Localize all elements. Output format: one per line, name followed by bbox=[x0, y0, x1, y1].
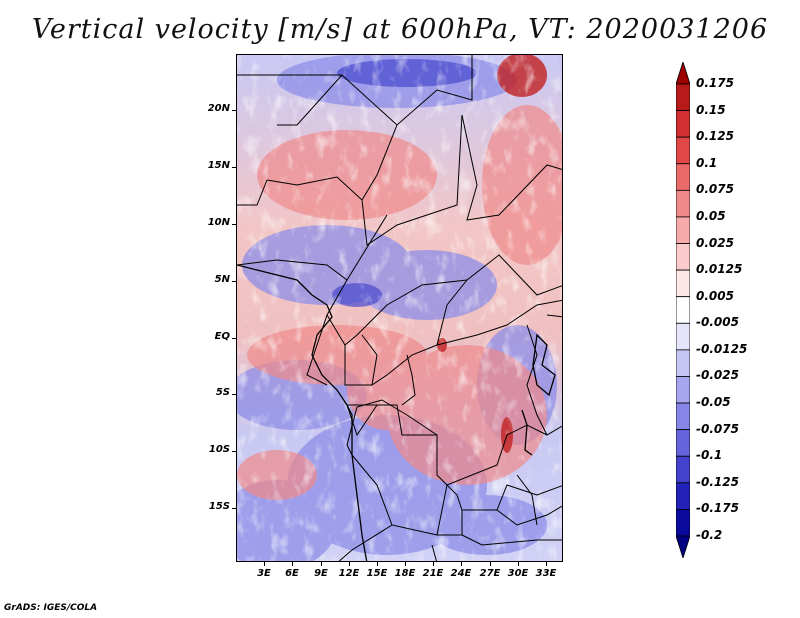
lat-tick bbox=[232, 167, 236, 168]
lat-label: 10N bbox=[207, 217, 230, 228]
colorbar-label: -0.075 bbox=[696, 421, 739, 436]
lon-label: 9E bbox=[314, 568, 328, 579]
colorbar-segment bbox=[676, 136, 690, 165]
lon-label: 12E bbox=[338, 568, 360, 579]
colorbar-segment bbox=[676, 62, 690, 85]
lon-label: 6E bbox=[285, 568, 299, 579]
lon-tick bbox=[518, 562, 519, 566]
lat-tick bbox=[232, 508, 236, 509]
colorbar-segment bbox=[676, 163, 690, 191]
colorbar-label: -0.05 bbox=[696, 395, 731, 410]
colorbar bbox=[676, 62, 690, 558]
lon-tick bbox=[321, 562, 322, 566]
lon-label: 3E bbox=[257, 568, 271, 579]
colorbar-label: 0.15 bbox=[696, 102, 726, 117]
lat-tick bbox=[232, 281, 236, 282]
lat-label: EQ bbox=[214, 331, 230, 342]
colorbar-label: 0.005 bbox=[696, 288, 734, 303]
colorbar-label: 0.0125 bbox=[696, 262, 743, 277]
colorbar-label: -0.0125 bbox=[696, 341, 748, 356]
lon-tick bbox=[292, 562, 293, 566]
country-borders bbox=[237, 55, 562, 561]
colorbar-segment bbox=[676, 376, 690, 404]
lon-label: 33E bbox=[535, 568, 557, 579]
field-texture bbox=[237, 55, 562, 561]
lon-label: 30E bbox=[507, 568, 529, 579]
colorbar-label: -0.025 bbox=[696, 368, 739, 383]
colorbar-segment bbox=[676, 535, 690, 558]
colorbar-segment bbox=[676, 110, 690, 138]
lat-tick bbox=[232, 394, 236, 395]
colorbar-segment bbox=[676, 482, 690, 510]
lat-tick bbox=[232, 110, 236, 111]
colorbar-segment bbox=[676, 349, 690, 377]
lat-tick bbox=[232, 224, 236, 225]
colorbar-label: -0.125 bbox=[696, 474, 739, 489]
lon-tick bbox=[433, 562, 434, 566]
colorbar-label: -0.175 bbox=[696, 501, 739, 516]
colorbar-segment bbox=[676, 216, 690, 244]
lat-label: 15S bbox=[208, 501, 230, 512]
colorbar-label: -0.005 bbox=[696, 315, 739, 330]
colorbar-segment bbox=[676, 189, 690, 218]
colorbar-label: 0.1 bbox=[696, 155, 718, 170]
lat-label: 5S bbox=[215, 387, 230, 398]
colorbar-segment bbox=[676, 509, 690, 537]
lon-tick bbox=[405, 562, 406, 566]
colorbar-label: -0.1 bbox=[696, 448, 723, 463]
chart-title: Vertical velocity [m/s] at 600hPa, VT: 2… bbox=[31, 14, 769, 45]
colorbar-segment bbox=[676, 83, 690, 111]
lon-tick bbox=[461, 562, 462, 566]
lat-tick bbox=[232, 451, 236, 452]
colorbar-label: -0.2 bbox=[696, 528, 723, 542]
colorbar-segment bbox=[676, 402, 690, 431]
lat-tick bbox=[232, 338, 236, 339]
lon-label: 15E bbox=[366, 568, 388, 579]
colorbar-label: 0.175 bbox=[696, 76, 734, 90]
lon-label: 18E bbox=[394, 568, 416, 579]
lon-tick bbox=[490, 562, 491, 566]
lon-tick bbox=[264, 562, 265, 566]
colorbar-label: 0.125 bbox=[696, 129, 734, 144]
lat-label: 20N bbox=[207, 103, 230, 114]
colorbar-label: 0.075 bbox=[696, 182, 734, 197]
map-canvas bbox=[237, 55, 562, 561]
colorbar-label: 0.025 bbox=[696, 235, 734, 250]
coastline bbox=[237, 264, 556, 561]
colorbar-segment bbox=[676, 322, 690, 351]
lat-label: 10S bbox=[208, 444, 230, 455]
lon-label: 21E bbox=[422, 568, 444, 579]
lon-tick bbox=[349, 562, 350, 566]
colorbar-segment bbox=[676, 296, 690, 324]
colorbar-segment bbox=[676, 269, 690, 298]
lon-label: 27E bbox=[479, 568, 501, 579]
lon-label: 24E bbox=[450, 568, 472, 579]
lon-tick bbox=[546, 562, 547, 566]
colorbar-label: 0.05 bbox=[696, 208, 726, 223]
lat-label: 15N bbox=[207, 160, 230, 171]
lat-label: 5N bbox=[214, 274, 230, 285]
footer-credit: GrADS: IGES/COLA bbox=[4, 603, 98, 613]
colorbar-segment bbox=[676, 455, 690, 484]
colorbar-segment bbox=[676, 429, 690, 457]
map-panel bbox=[236, 54, 563, 562]
lon-tick bbox=[377, 562, 378, 566]
colorbar-segment bbox=[676, 243, 690, 271]
